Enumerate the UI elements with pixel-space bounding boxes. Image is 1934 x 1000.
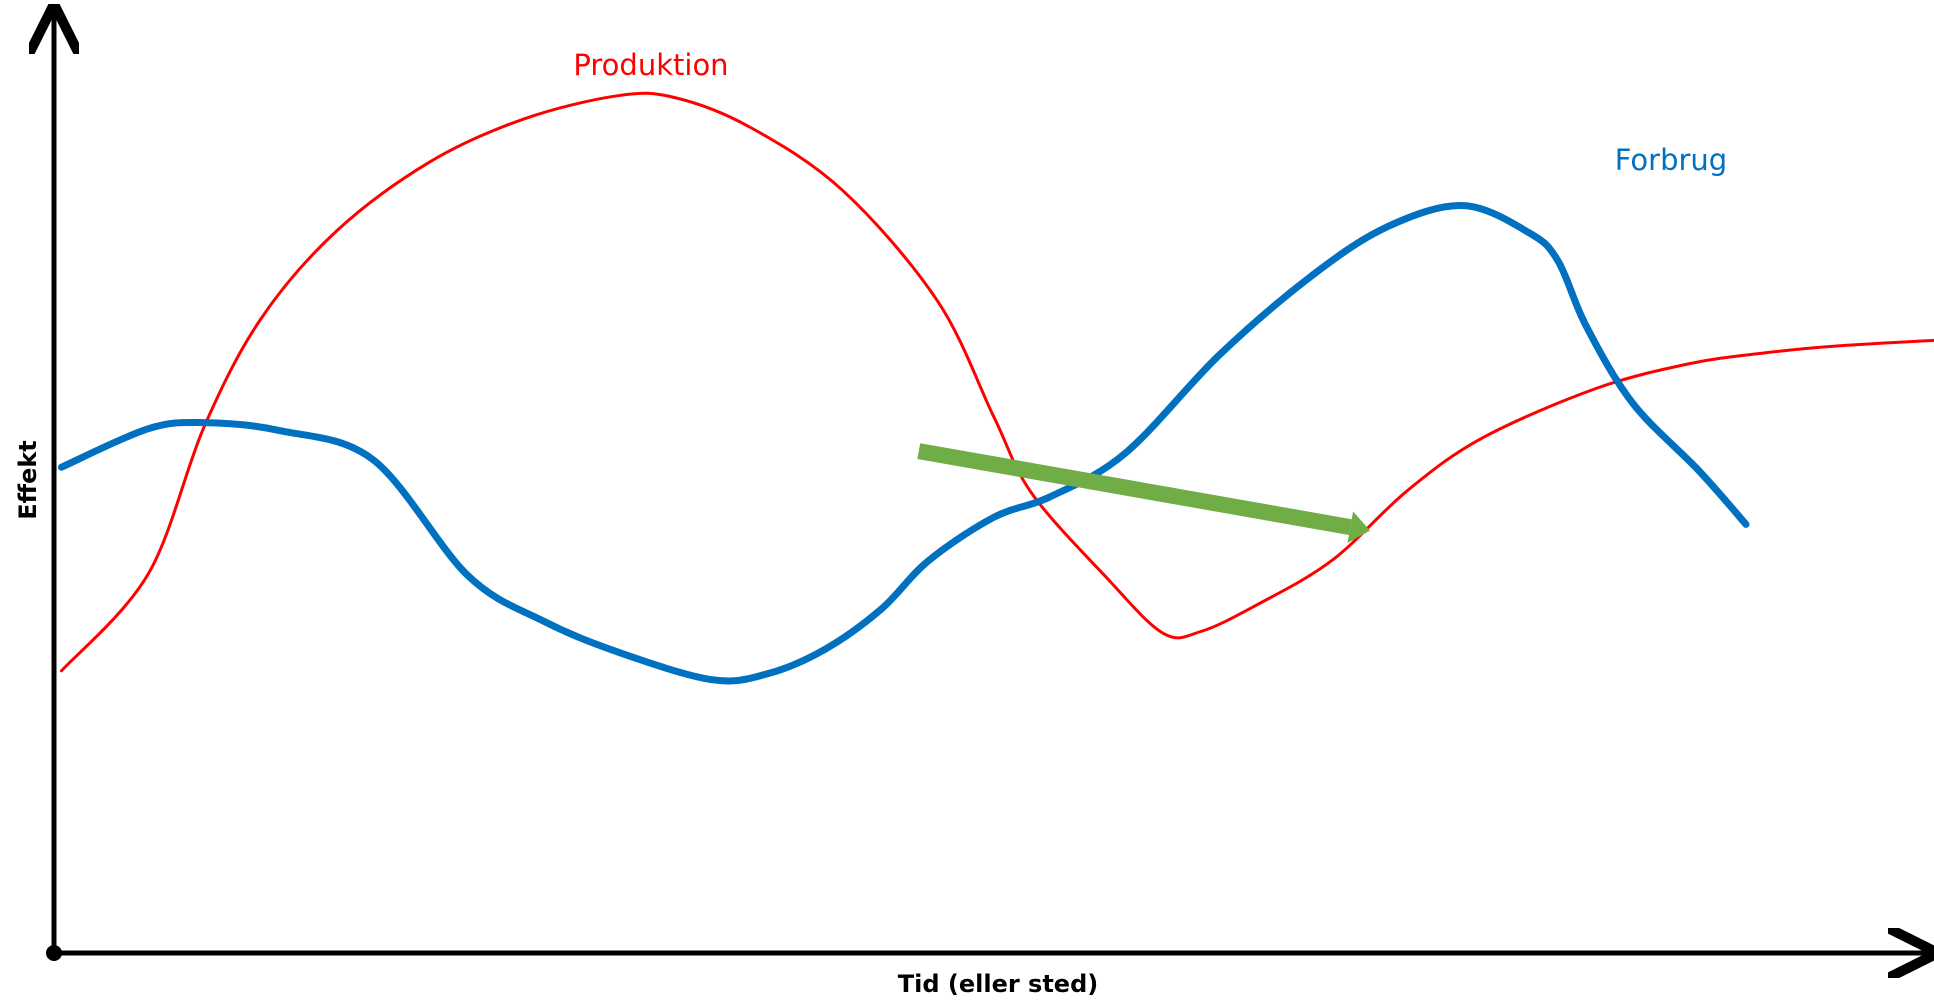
series-line-produktion: [60, 91, 1934, 673]
axis-origin-dot: [46, 945, 62, 961]
series-line-forbrug: [58, 202, 1750, 685]
trend-arrow-head: [1347, 511, 1370, 543]
series-label-forbrug: Forbrug: [1615, 143, 1727, 177]
y-axis-title: Effekt: [14, 440, 42, 520]
series-label-produktion: Produktion: [573, 48, 728, 82]
x-axis-title: Tid (eller sted): [898, 970, 1098, 998]
trend-arrow-shaft: [917, 443, 1352, 535]
